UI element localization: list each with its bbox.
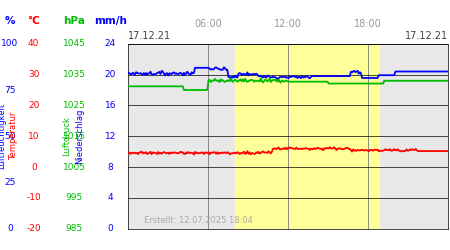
- Text: -10: -10: [27, 194, 41, 202]
- Text: 18:00: 18:00: [354, 19, 382, 29]
- Text: 985: 985: [66, 224, 83, 233]
- Text: 25: 25: [4, 178, 16, 187]
- Text: 0: 0: [31, 162, 36, 172]
- Text: Erstellt: 12.07.2025 18:04: Erstellt: 12.07.2025 18:04: [144, 216, 253, 225]
- Text: 50: 50: [4, 132, 16, 141]
- Text: 0: 0: [7, 224, 13, 233]
- Text: 1035: 1035: [63, 70, 86, 79]
- Text: 12: 12: [104, 132, 116, 141]
- Text: 12:00: 12:00: [274, 19, 302, 29]
- Text: 17.12.21: 17.12.21: [405, 31, 448, 41]
- Text: 1005: 1005: [63, 162, 86, 172]
- Text: 40: 40: [28, 39, 40, 48]
- Text: mm/h: mm/h: [94, 16, 127, 26]
- Text: 16: 16: [104, 101, 116, 110]
- Text: hPa: hPa: [63, 16, 85, 26]
- Text: 100: 100: [1, 39, 18, 48]
- Text: 24: 24: [104, 39, 116, 48]
- Text: 1045: 1045: [63, 39, 86, 48]
- Text: Temperatur: Temperatur: [9, 112, 18, 160]
- Text: 4: 4: [108, 194, 113, 202]
- Text: 1025: 1025: [63, 101, 86, 110]
- Text: Niederschlag: Niederschlag: [75, 108, 84, 164]
- Text: -20: -20: [27, 224, 41, 233]
- Text: 75: 75: [4, 86, 16, 94]
- Text: Luftfeuchtigkeit: Luftfeuchtigkeit: [0, 103, 6, 169]
- Text: 06:00: 06:00: [194, 19, 222, 29]
- Text: 30: 30: [28, 70, 40, 79]
- Text: 17.12.21: 17.12.21: [128, 31, 171, 41]
- Text: 995: 995: [66, 194, 83, 202]
- Text: 1015: 1015: [63, 132, 86, 141]
- Text: °C: °C: [27, 16, 40, 26]
- Text: 20: 20: [28, 101, 40, 110]
- Text: 20: 20: [104, 70, 116, 79]
- Text: 0: 0: [108, 224, 113, 233]
- Bar: [235, 44, 379, 229]
- Text: %: %: [4, 16, 15, 26]
- Text: Luftdruck: Luftdruck: [62, 116, 71, 156]
- Text: 10: 10: [28, 132, 40, 141]
- Text: 8: 8: [108, 162, 113, 172]
